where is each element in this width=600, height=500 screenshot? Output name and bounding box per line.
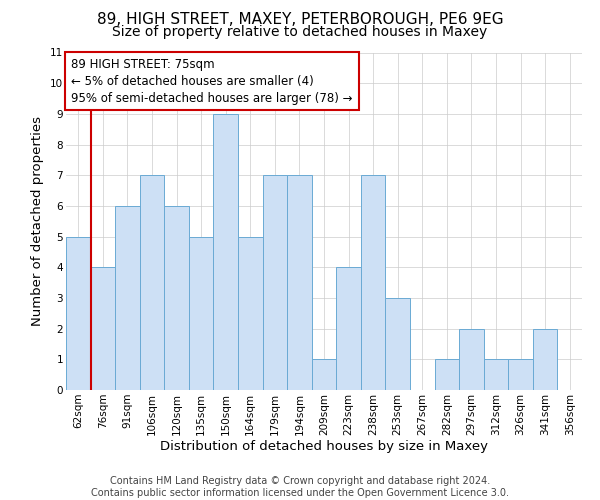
X-axis label: Distribution of detached houses by size in Maxey: Distribution of detached houses by size …: [160, 440, 488, 454]
Bar: [533, 328, 557, 390]
Bar: [434, 360, 459, 390]
Bar: [91, 268, 115, 390]
Text: 89, HIGH STREET, MAXEY, PETERBOROUGH, PE6 9EG: 89, HIGH STREET, MAXEY, PETERBOROUGH, PE…: [97, 12, 503, 28]
Bar: [263, 175, 287, 390]
Bar: [385, 298, 410, 390]
Bar: [312, 360, 336, 390]
Bar: [140, 175, 164, 390]
Text: Size of property relative to detached houses in Maxey: Size of property relative to detached ho…: [112, 25, 488, 39]
Text: Contains HM Land Registry data © Crown copyright and database right 2024.
Contai: Contains HM Land Registry data © Crown c…: [91, 476, 509, 498]
Text: 89 HIGH STREET: 75sqm
← 5% of detached houses are smaller (4)
95% of semi-detach: 89 HIGH STREET: 75sqm ← 5% of detached h…: [71, 58, 353, 104]
Bar: [287, 175, 312, 390]
Bar: [214, 114, 238, 390]
Bar: [508, 360, 533, 390]
Y-axis label: Number of detached properties: Number of detached properties: [31, 116, 44, 326]
Bar: [361, 175, 385, 390]
Bar: [164, 206, 189, 390]
Bar: [189, 236, 214, 390]
Bar: [459, 328, 484, 390]
Bar: [115, 206, 140, 390]
Bar: [336, 268, 361, 390]
Bar: [238, 236, 263, 390]
Bar: [66, 236, 91, 390]
Bar: [484, 360, 508, 390]
